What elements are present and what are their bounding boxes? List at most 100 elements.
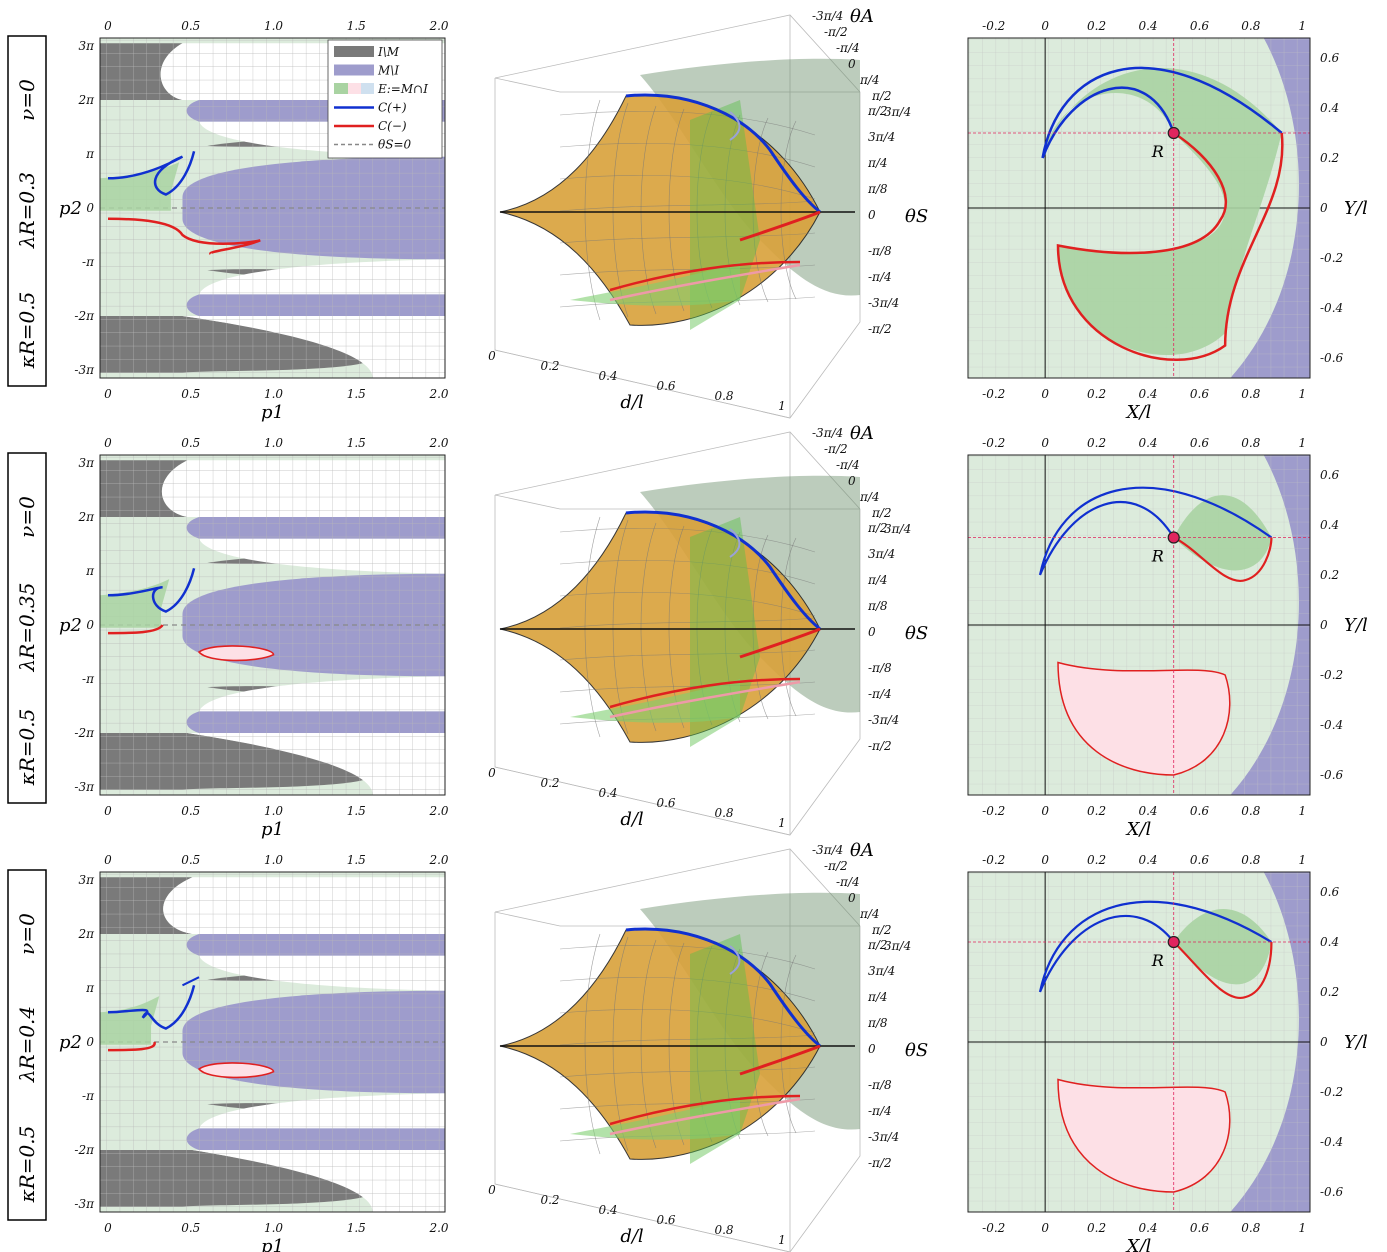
mesh-line xyxy=(559,617,816,629)
x-tick-label-top: 1.5 xyxy=(347,436,366,450)
x-tick-label-top: 0.6 xyxy=(1190,436,1209,450)
workspace-frame xyxy=(967,37,1311,379)
y-axis-label: Y/l xyxy=(1344,1032,1368,1053)
legend-swatch-3 xyxy=(334,83,348,94)
legend-label-6: θS=0 xyxy=(378,138,412,152)
theta-s-tick-label: -π/8 xyxy=(868,1078,892,1092)
workspace-curve-c-minus xyxy=(1173,536,1273,583)
x-tick-label: -0.2 xyxy=(982,804,1005,818)
y-tick-label: -0.6 xyxy=(1320,1185,1344,1199)
x-tick-label: 1.0 xyxy=(264,1221,283,1235)
y-tick-label: 0.2 xyxy=(1320,568,1339,582)
mesh-line xyxy=(780,954,797,1134)
theta-a-tick-label: -π/4 xyxy=(836,458,860,472)
theta-s-tick-label: π/8 xyxy=(867,182,888,196)
x-tick-label-top: -0.2 xyxy=(982,19,1005,33)
phase-plane-panel: 0 0 0.5 0.5 1.0 1.0 1.5 1.5 2.0 2.0 -3π -2π -π 0 π 2π 3π… xyxy=(59,436,449,840)
parameter-box xyxy=(7,452,47,804)
theta-a-tick-label: π/4 xyxy=(859,73,880,87)
theta-a-axis-label: θA xyxy=(850,423,874,444)
kappa-label: κR=0.5 xyxy=(15,709,39,787)
theta-s-tick-label: π/2 xyxy=(867,521,888,535)
d-tick-label: 0.2 xyxy=(540,1193,559,1207)
workspace-curve-c-plus xyxy=(1038,486,1273,576)
theta-a-tick-label: π/4 xyxy=(859,907,880,921)
d-tick-label: 0 xyxy=(488,1183,496,1197)
parameter-box xyxy=(7,35,47,387)
curve-c-plus xyxy=(107,985,196,1030)
d-tick-label: 0 xyxy=(488,766,496,780)
e-region xyxy=(100,162,180,211)
surface-curve-lilac xyxy=(729,945,741,975)
x-tick-label-top: 0.4 xyxy=(1138,436,1157,450)
surface-curve-c-minus-lower xyxy=(609,1094,801,1126)
theta-a-tick-label: π/2 xyxy=(871,89,892,103)
x-tick-label-top: 1.5 xyxy=(347,853,366,867)
x-tick-label-top: 1 xyxy=(1298,436,1306,450)
surface-curve-c-minus-lower xyxy=(609,260,801,292)
x-tick-label-top: 0 xyxy=(104,19,112,33)
x-tick-label: 0.2 xyxy=(1087,804,1106,818)
cube-edge xyxy=(494,494,561,510)
x-tick-label: 0 xyxy=(1041,804,1049,818)
y-tick-label: -3π xyxy=(74,780,95,794)
y-tick-label: -0.6 xyxy=(1320,351,1344,365)
x-tick-label: 0.5 xyxy=(181,1221,200,1235)
cube-edge xyxy=(494,77,561,93)
y-tick-label: 0.2 xyxy=(1320,151,1339,165)
x-tick-label-top: 0.8 xyxy=(1241,853,1260,867)
theta-a-tick-label: π/4 xyxy=(859,490,880,504)
x-tick-label: 0.8 xyxy=(1241,804,1260,818)
x-tick-label: 0.4 xyxy=(1138,804,1157,818)
e-region-workspace xyxy=(1173,495,1272,571)
y-axis-label: p2 xyxy=(59,198,82,219)
y-tick-label: π xyxy=(85,981,95,995)
marker-point xyxy=(1167,531,1180,544)
theta-a-tick-label: 0 xyxy=(848,57,856,71)
x-tick-label-top: 0.5 xyxy=(181,853,200,867)
theta-s-tick-label: π/4 xyxy=(867,156,888,170)
theta-s-tick-label: -π/4 xyxy=(868,687,892,701)
y-tick-label: 0 xyxy=(1320,1035,1328,1049)
x-tick-label-top: 0.2 xyxy=(1087,436,1106,450)
y-tick-label: 0 xyxy=(86,1035,94,1049)
theta-s-tick-label: -3π/4 xyxy=(868,1130,899,1144)
y-tick-label: 0 xyxy=(86,201,94,215)
x-tick-label-top: 0 xyxy=(104,436,112,450)
d-axis-label: d/l xyxy=(620,1226,644,1247)
theta-a-tick-label: 3π/4 xyxy=(884,522,911,536)
d-tick-label: 0.8 xyxy=(714,806,733,820)
theta-a-tick-label: -π/4 xyxy=(836,875,860,889)
marker-label: R xyxy=(1151,951,1164,970)
legend-box xyxy=(327,39,443,159)
d-tick-label: 0.4 xyxy=(598,369,617,383)
row-2: ν=0 λR=0.35 κR=0.5 0 0 0.5 0.5 1.0 1.0 1.5 1.5 2.0 2… xyxy=(7,423,1368,840)
legend-swatch-2 xyxy=(334,64,374,76)
phase-plane-frame xyxy=(99,37,446,379)
workspace-frame xyxy=(967,454,1311,796)
mesh-line xyxy=(559,1066,816,1078)
x-tick-label-top: 1.0 xyxy=(264,436,283,450)
y-tick-label: 0 xyxy=(1320,201,1328,215)
theta-s-tick-label: 3π/4 xyxy=(868,964,895,978)
surface-curve-c-plus xyxy=(625,93,821,214)
surface-curve-c-plus xyxy=(625,510,821,631)
theta-a-tick-label: -π/2 xyxy=(824,859,848,873)
x-axis-label: p1 xyxy=(261,1236,284,1252)
pink-loop xyxy=(197,1062,275,1079)
theta-s-axis-label: θS xyxy=(905,1040,928,1061)
y-tick-label: -0.2 xyxy=(1320,668,1343,682)
green-strip xyxy=(570,679,740,723)
y-axis-label: Y/l xyxy=(1344,615,1368,636)
theta-s-tick-label: 3π/4 xyxy=(868,130,895,144)
green-strip xyxy=(570,262,740,306)
x-tick-label-top: 1.0 xyxy=(264,19,283,33)
x-tick-label-top: 0.4 xyxy=(1138,853,1157,867)
curve-c-plus xyxy=(107,151,196,196)
y-axis-label: p2 xyxy=(59,615,82,636)
pink-region-workspace xyxy=(1057,1078,1231,1193)
theta-s-tick-label: -π/4 xyxy=(868,270,892,284)
y-tick-label: 0.4 xyxy=(1320,935,1339,949)
theta-s-tick-label: π/4 xyxy=(867,990,888,1004)
mesh-line xyxy=(559,976,816,1002)
